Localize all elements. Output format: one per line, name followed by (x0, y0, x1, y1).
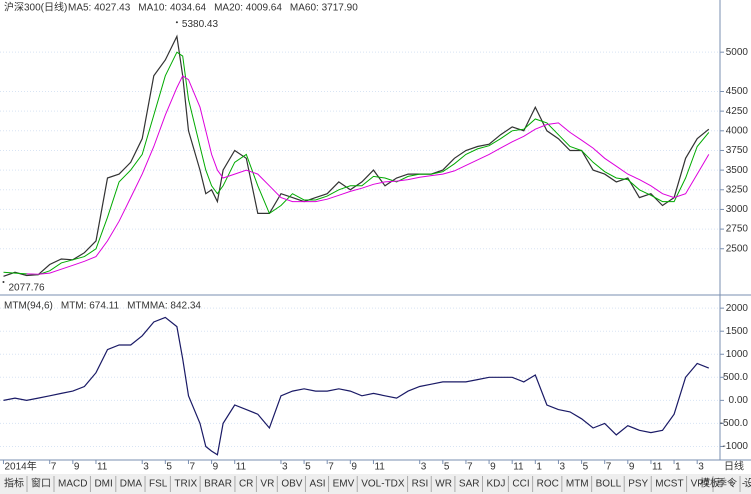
x-tick-label: 5 (305, 462, 311, 473)
series-line (3, 34, 710, 277)
tab-button[interactable]: 模板 (700, 477, 720, 490)
x-tick-label: 2014年 (4, 460, 36, 473)
tab[interactable]: CR (239, 479, 253, 490)
x-tick-label: 3 (559, 462, 565, 473)
tab[interactable]: VR (260, 479, 274, 490)
tab-bar (0, 474, 751, 494)
x-tick-label: 7 (467, 462, 473, 473)
tab[interactable]: 设置 (744, 478, 751, 490)
x-tick-label: 9 (490, 462, 496, 473)
x-tick-label: 11 (513, 462, 524, 473)
tab[interactable]: MTM (566, 479, 589, 490)
legend-item: MA5: 4027.43 (68, 3, 131, 14)
tab[interactable]: PSY (628, 479, 648, 490)
annotation-point (2, 280, 5, 283)
tab[interactable]: SAR (459, 479, 480, 490)
tab[interactable]: KDJ (486, 479, 505, 490)
tab[interactable]: VOL-TDX (361, 479, 405, 490)
x-tick-label: 3 (698, 462, 704, 473)
y-tick-label: 4000 (726, 125, 749, 136)
y-tick-label: 0.00 (729, 395, 749, 406)
legend-item: MA20: 4009.64 (214, 3, 282, 14)
tab[interactable]: VPT (691, 479, 710, 490)
annotation-point (175, 21, 178, 24)
x-tick-label: 7 (606, 462, 612, 473)
y-tick-label: 4500 (726, 86, 749, 97)
chart-title: 沪深300(日线) (4, 1, 67, 14)
legend-item: MA60: 3717.90 (290, 3, 358, 14)
y-tick-label: 2000 (726, 303, 749, 314)
y-tick-label: 1000 (726, 349, 749, 360)
x-tick-label: 7 (189, 462, 195, 473)
x-tick-label: 11 (374, 462, 385, 473)
y-tick-label: 4250 (726, 106, 749, 117)
x-tick-label: 9 (213, 462, 219, 473)
x-tick-label: 1 (536, 462, 542, 473)
tab[interactable]: RSI (412, 479, 429, 490)
x-tick-label: 5 (444, 462, 450, 473)
tab[interactable]: ROC (537, 479, 559, 490)
y-tick-label: 500.0 (723, 372, 748, 383)
tab[interactable]: 指标 (4, 477, 24, 490)
y-tick-label: -500.0 (720, 418, 749, 429)
tab[interactable]: MCST (655, 479, 683, 490)
y-tick-label: 3500 (726, 165, 749, 176)
tab[interactable]: MACD (58, 479, 87, 490)
x-tick-label: 11 (652, 462, 663, 473)
tab[interactable]: ASI (309, 479, 325, 490)
tab[interactable]: BRAR (204, 479, 232, 490)
tab[interactable]: FSL (149, 479, 168, 490)
legend-item: MTM(94,6) (4, 301, 53, 312)
tab-button[interactable]: + (728, 479, 734, 490)
x-tick-label: 1 (675, 462, 681, 473)
y-tick-label: 2500 (726, 243, 749, 254)
period-label: 日线 (724, 460, 744, 473)
tab[interactable]: DMI (94, 479, 112, 490)
x-tick-label: 9 (351, 462, 357, 473)
tab[interactable]: WR (435, 479, 452, 490)
x-tick-label: 3 (421, 462, 427, 473)
x-tick-label: 3 (282, 462, 288, 473)
x-tick-label: 5 (583, 462, 589, 473)
legend-item: MA10: 4034.64 (138, 3, 206, 14)
x-tick-label: 3 (143, 462, 149, 473)
annotation: 5380.43 (182, 19, 219, 30)
tab[interactable]: CCI (512, 479, 529, 490)
series-line (3, 316, 710, 456)
tab[interactable]: 窗口 (31, 477, 51, 490)
x-tick-label: 5 (166, 462, 172, 473)
tab-button[interactable]: - (742, 479, 745, 490)
y-tick-label: 3000 (726, 204, 749, 215)
y-tick-label: 3750 (726, 145, 749, 156)
x-tick-label: 11 (236, 462, 247, 473)
y-tick-label: 5000 (726, 47, 749, 58)
tab[interactable]: TRIX (174, 479, 197, 490)
y-tick-label: 3250 (726, 184, 749, 195)
y-tick-label: 2750 (726, 224, 749, 235)
tab[interactable]: BOLL (596, 479, 622, 490)
annotation: 2077.76 (8, 283, 45, 294)
tab[interactable]: DMA (120, 479, 143, 490)
x-tick-label: 7 (51, 462, 57, 473)
legend-item: MTM: 674.11 (61, 301, 120, 312)
tab[interactable]: OBV (281, 479, 302, 490)
x-tick-label: 9 (74, 462, 80, 473)
y-tick-label: 1500 (726, 326, 749, 337)
y-tick-label: -1000 (722, 441, 748, 452)
x-tick-label: 7 (328, 462, 334, 473)
x-tick-label: 9 (629, 462, 635, 473)
legend-item: MTMMA: 842.34 (127, 301, 201, 312)
series-line (26, 75, 710, 275)
series-line (3, 51, 710, 276)
tab[interactable]: EMV (333, 479, 355, 490)
x-tick-label: 11 (97, 462, 108, 473)
tab[interactable]: 季令 (717, 477, 737, 490)
